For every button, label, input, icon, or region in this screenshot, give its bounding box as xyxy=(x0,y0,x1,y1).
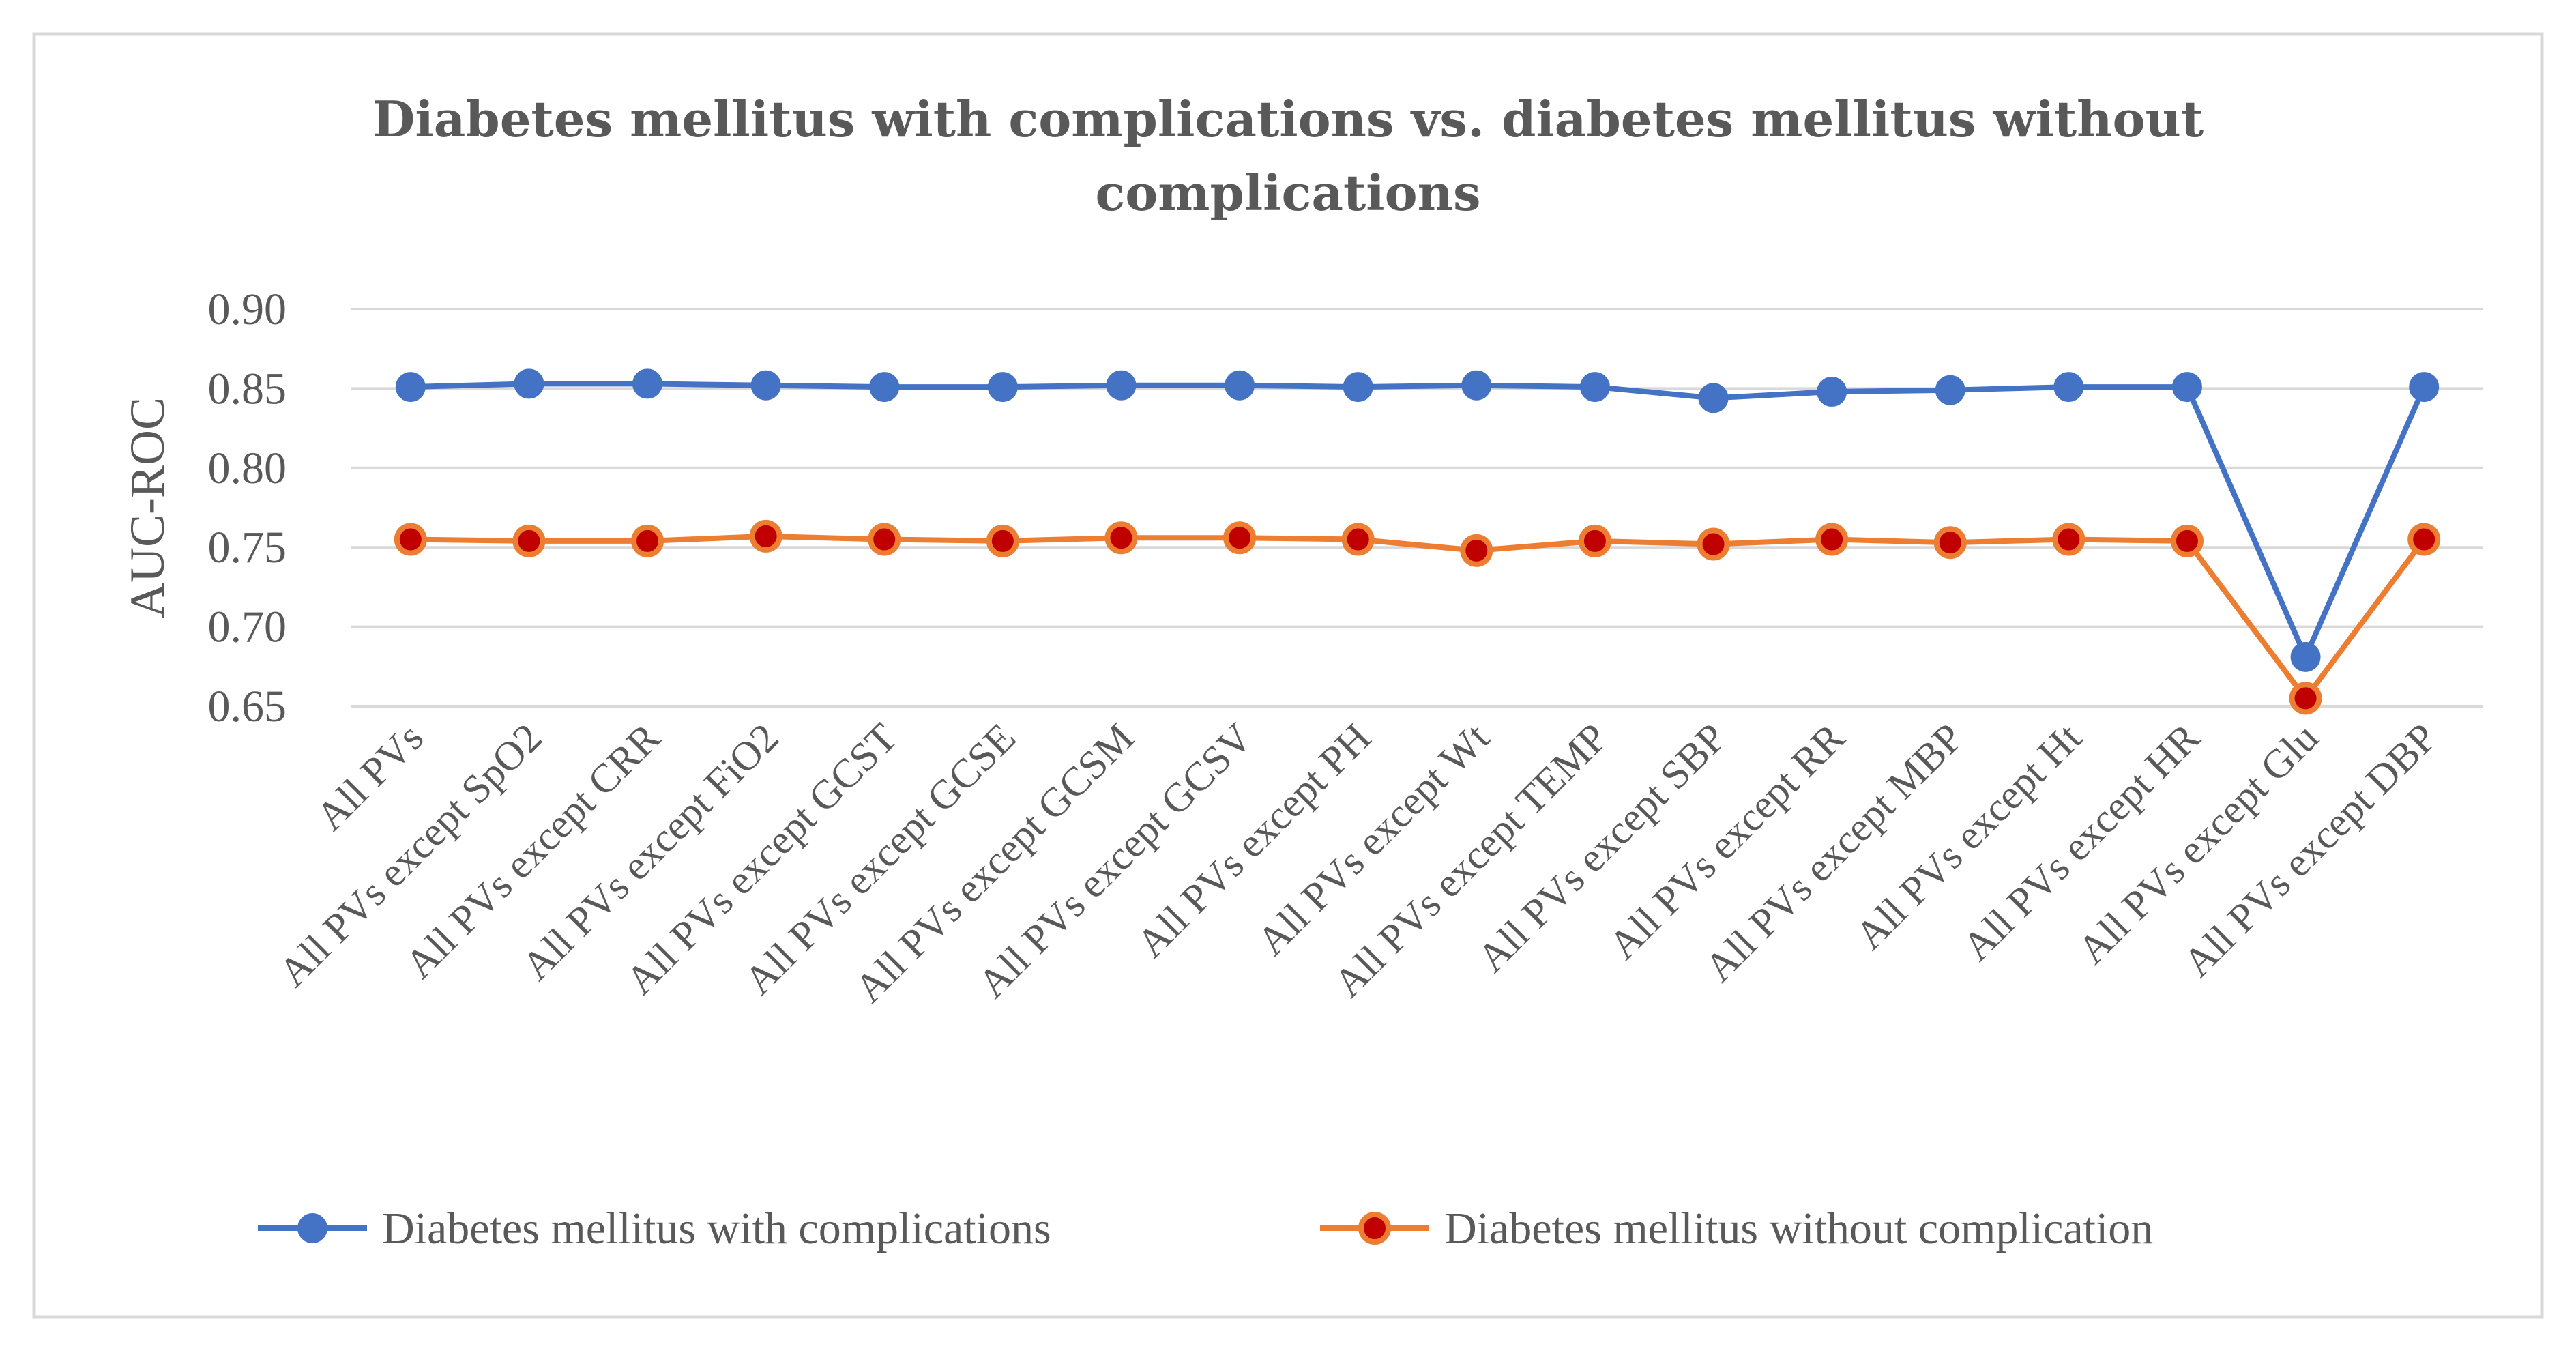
data-point xyxy=(1578,524,1611,557)
data-point xyxy=(2407,523,2441,556)
data-point xyxy=(1223,521,1257,555)
y-tick-label: 0.85 xyxy=(208,364,287,413)
data-point xyxy=(1815,523,1849,556)
chart-title-line-1: Diabetes mellitus with complications vs.… xyxy=(372,90,2204,148)
data-point xyxy=(632,368,663,399)
y-axis-ticks: 0.65 0.70 0.75 0.80 0.85 0.90 xyxy=(208,285,287,731)
series xyxy=(394,368,2441,715)
data-point xyxy=(394,523,427,556)
data-point xyxy=(2171,372,2202,403)
data-point xyxy=(2409,372,2440,403)
data-point xyxy=(749,519,782,553)
data-point xyxy=(1697,527,1730,561)
data-point xyxy=(987,372,1018,403)
data-point xyxy=(2170,524,2204,557)
series-line xyxy=(410,533,2427,701)
data-point xyxy=(514,368,544,399)
data-point xyxy=(1817,377,1847,407)
y-axis-title: AUC-ROC xyxy=(120,397,175,618)
series-1 xyxy=(395,368,2440,672)
data-point xyxy=(1698,383,1729,413)
y-tick-label: 0.70 xyxy=(208,602,287,652)
chart-border xyxy=(32,32,2544,1319)
data-point xyxy=(1104,521,1138,555)
data-point xyxy=(1343,372,1373,403)
data-point xyxy=(512,524,546,557)
y-tick-label: 0.75 xyxy=(208,523,287,572)
legend-item: Diabetes mellitus with complications xyxy=(258,1204,1051,1253)
data-point xyxy=(1106,370,1137,401)
legend-item: Diabetes mellitus without complication xyxy=(1320,1204,2153,1253)
series-line xyxy=(410,381,2427,660)
data-point xyxy=(1579,372,1610,403)
data-point xyxy=(1225,370,1255,401)
legend-label: Diabetes mellitus with complications xyxy=(382,1204,1051,1253)
data-point xyxy=(1935,375,1965,405)
chart-title: Diabetes mellitus with complications vs.… xyxy=(372,90,2204,222)
y-tick-label: 0.80 xyxy=(208,444,287,493)
legend-label: Diabetes mellitus without complication xyxy=(1444,1204,2153,1253)
data-point xyxy=(1933,526,1967,560)
data-point xyxy=(986,524,1019,557)
data-point xyxy=(2290,641,2321,672)
y-tick-label: 0.65 xyxy=(208,682,287,731)
data-point xyxy=(2289,682,2322,715)
data-point xyxy=(395,372,426,403)
legend: Diabetes mellitus with complications Diab… xyxy=(258,1204,2153,1253)
chart-title-line-2: complications xyxy=(1095,164,1480,222)
series-2 xyxy=(394,519,2441,715)
data-point xyxy=(2052,523,2085,556)
data-point xyxy=(2053,372,2084,403)
data-point xyxy=(1460,534,1493,567)
data-point xyxy=(1341,523,1375,556)
legend-marker xyxy=(297,1213,327,1243)
data-point xyxy=(1461,370,1492,401)
legend-marker xyxy=(1358,1212,1391,1245)
data-point xyxy=(631,524,664,557)
data-point xyxy=(869,372,900,403)
data-point xyxy=(868,523,901,556)
data-point xyxy=(750,370,781,401)
y-tick-label: 0.90 xyxy=(208,285,287,334)
